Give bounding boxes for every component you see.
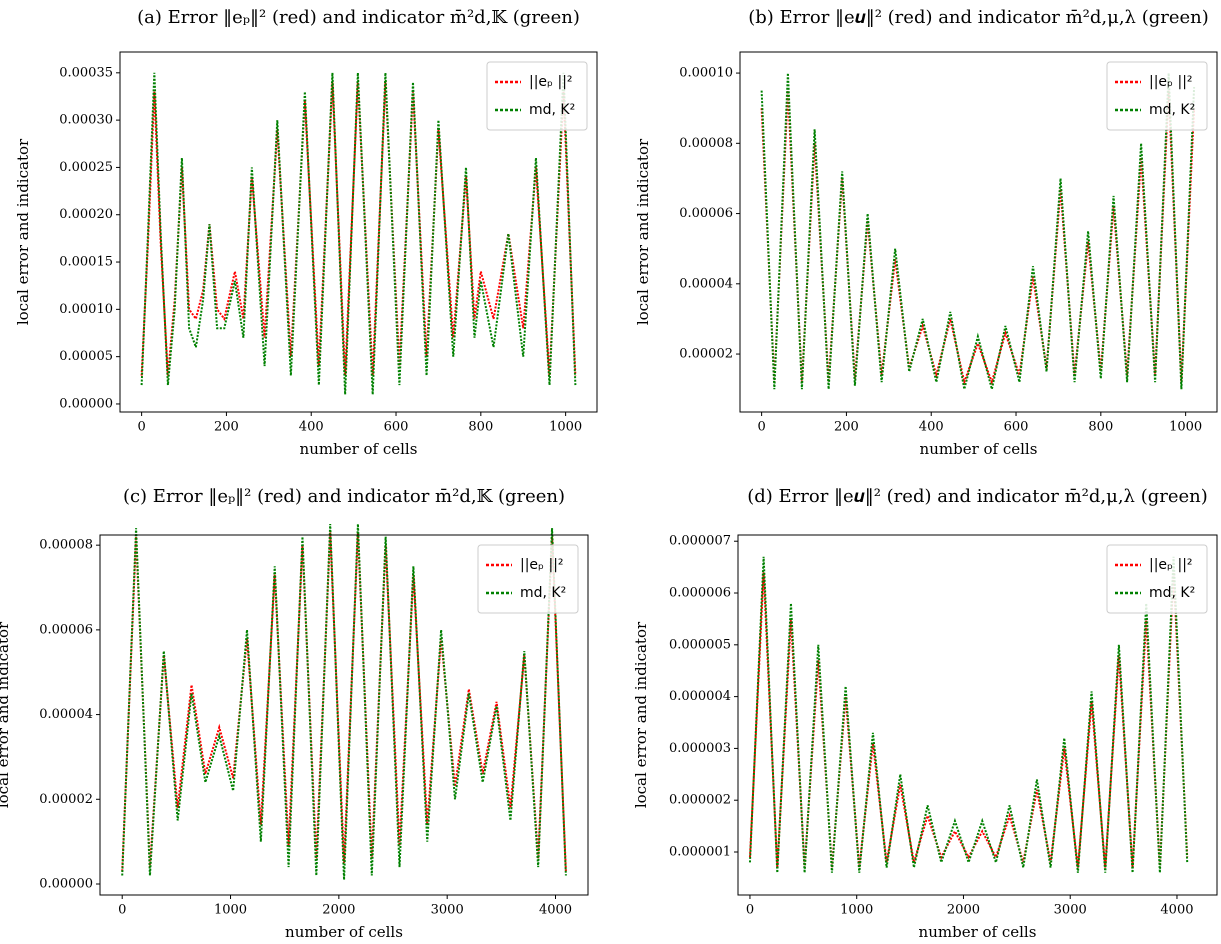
- panel-title: (a) Error ‖eₚ‖² (red) and indicator m̄²d…: [137, 7, 580, 28]
- legend-box: [486, 61, 588, 131]
- x-tick-label: 600: [384, 420, 409, 435]
- y-axis-label: local error and indicator: [14, 138, 32, 325]
- x-tick-label: 1000: [549, 420, 582, 435]
- y-tick-label: 0.00000: [59, 396, 113, 411]
- y-tick-label: 0.000003: [669, 741, 731, 756]
- y-tick-label: 0.00005: [59, 349, 113, 364]
- x-tick-label: 3000: [1054, 903, 1087, 918]
- data-line: [140, 72, 577, 395]
- panel-title: (c) Error ‖eₚ‖² (red) and indicator m̄²d…: [123, 486, 565, 507]
- x-tick-label: 200: [214, 420, 239, 435]
- y-tick-label: 0.00008: [679, 136, 733, 151]
- x-tick-label: 2000: [322, 903, 355, 918]
- y-tick-label: 0.00035: [59, 65, 113, 80]
- y-tick-label: 0.000002: [669, 793, 731, 808]
- plot-frame: [737, 534, 1218, 896]
- data-line: [748, 572, 1189, 868]
- y-tick-label: 0.000006: [669, 586, 731, 601]
- y-tick-label: 0.00002: [39, 792, 93, 807]
- x-tick-label: 1000: [1169, 420, 1202, 435]
- panel-title: (b) Error ‖e𝒖‖² (red) and indicator m̄²d…: [748, 7, 1209, 28]
- x-tick-label: 800: [468, 420, 493, 435]
- data-line: [121, 523, 567, 880]
- y-tick-label: 0.00010: [679, 66, 733, 81]
- x-axis-label: number of cells: [919, 923, 1037, 941]
- x-tick-label: 0: [118, 903, 126, 918]
- legend-label: md, K²: [520, 585, 566, 601]
- y-tick-label: 0.00015: [59, 255, 113, 270]
- legend-label: ||eₚ ||²: [529, 74, 573, 90]
- y-tick-label: 0.000007: [669, 534, 731, 549]
- y-tick-label: 0.00002: [679, 347, 733, 362]
- y-tick-label: 0.00000: [39, 876, 93, 891]
- x-tick-label: 0: [746, 903, 754, 918]
- y-tick-label: 0.00008: [39, 538, 93, 553]
- legend-label: ||eₚ ||²: [1149, 557, 1193, 573]
- y-tick-label: 0.00020: [59, 207, 113, 222]
- legend-label: md, K²: [529, 102, 575, 118]
- x-axis-label: number of cells: [300, 440, 418, 458]
- x-tick-label: 200: [834, 420, 859, 435]
- y-tick-label: 0.00006: [679, 206, 733, 221]
- y-axis-label: local error and indicator: [0, 621, 12, 808]
- plot-frame: [119, 51, 598, 413]
- data-line: [760, 73, 1196, 390]
- y-tick-label: 0.000004: [669, 689, 731, 704]
- x-axis-label: number of cells: [285, 923, 403, 941]
- x-tick-label: 800: [1088, 420, 1113, 435]
- legend-label: ||eₚ ||²: [1149, 74, 1193, 90]
- legend-box: [1106, 61, 1208, 131]
- x-tick-label: 400: [299, 420, 324, 435]
- x-tick-label: 600: [1004, 420, 1029, 435]
- plot-frame: [99, 534, 589, 896]
- x-tick-label: 400: [919, 420, 944, 435]
- x-tick-label: 0: [757, 420, 765, 435]
- x-tick-label: 1000: [214, 903, 247, 918]
- legend-label: md, K²: [1149, 585, 1195, 601]
- panel-title: (d) Error ‖e𝒖‖² (red) and indicator m̄²d…: [747, 486, 1208, 507]
- y-tick-label: 0.00010: [59, 302, 113, 317]
- y-tick-label: 0.000001: [669, 845, 731, 860]
- y-tick-label: 0.00025: [59, 160, 113, 175]
- x-tick-label: 3000: [431, 903, 464, 918]
- y-tick-label: 0.00006: [39, 622, 93, 637]
- legend-label: ||eₚ ||²: [520, 557, 564, 573]
- legend-box: [477, 544, 579, 614]
- x-tick-label: 2000: [947, 903, 980, 918]
- y-tick-label: 0.00004: [679, 276, 733, 291]
- x-tick-label: 4000: [539, 903, 572, 918]
- x-tick-label: 0: [137, 420, 145, 435]
- legend-box: [1106, 544, 1208, 614]
- x-axis-label: number of cells: [920, 440, 1038, 458]
- y-axis-label: local error and indicator: [632, 621, 650, 808]
- y-tick-label: 0.00030: [59, 113, 113, 128]
- x-tick-label: 1000: [840, 903, 873, 918]
- y-tick-label: 0.000005: [669, 637, 731, 652]
- plot-frame: [739, 51, 1218, 413]
- y-tick-label: 0.00004: [39, 707, 93, 722]
- y-axis-label: local error and indicator: [634, 138, 652, 325]
- x-tick-label: 4000: [1160, 903, 1193, 918]
- legend-label: md, K²: [1149, 102, 1195, 118]
